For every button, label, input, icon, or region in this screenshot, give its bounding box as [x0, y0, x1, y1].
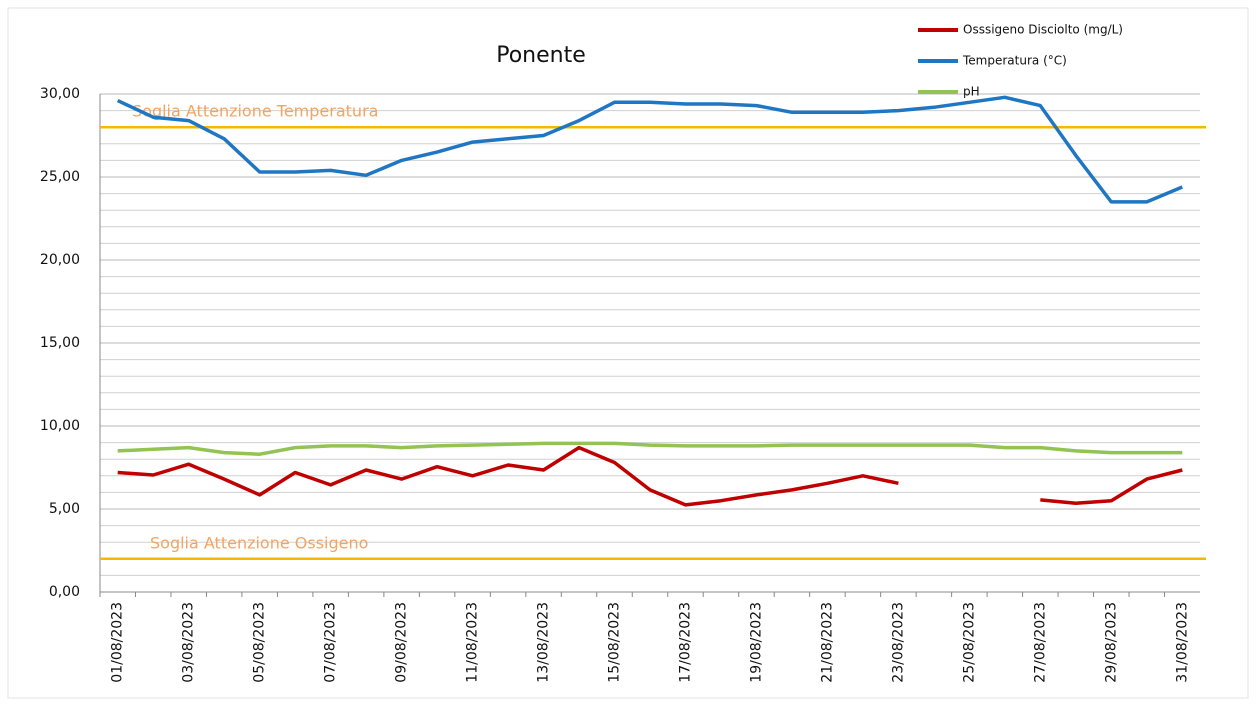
series-line [117, 445, 899, 507]
chart-frame [7, 7, 1249, 699]
x-tick-label: 31/08/2023 [1174, 602, 1190, 683]
x-tick-label: 01/08/2023 [110, 602, 126, 683]
chart-title: Ponente [496, 43, 586, 68]
x-tick-label: 05/08/2023 [252, 602, 268, 683]
series-line [117, 441, 1183, 456]
x-tick-label: 09/08/2023 [394, 602, 410, 683]
x-tick-label: 23/08/2023 [890, 602, 906, 683]
x-tick-label: 07/08/2023 [323, 602, 339, 683]
x-tick-label: 29/08/2023 [1103, 602, 1119, 683]
x-tick-label: 15/08/2023 [607, 602, 623, 683]
legend-label: Temperatura (°C) [962, 54, 1067, 68]
legend-label: Osssigeno Disciolto (mg/L) [963, 23, 1123, 37]
x-tick-label: 25/08/2023 [961, 602, 977, 683]
y-tick-label: 0,00 [49, 584, 80, 600]
y-tick-label: 10,00 [40, 418, 80, 434]
x-tick-label: 19/08/2023 [748, 602, 764, 683]
x-tick-label: 27/08/2023 [1032, 602, 1048, 683]
y-tick-label: 5,00 [49, 501, 80, 517]
y-tick-label: 30,00 [40, 86, 80, 102]
series-line [1040, 468, 1183, 505]
x-tick-label: 03/08/2023 [181, 602, 197, 683]
threshold-label: Soglia Attenzione Temperatura [132, 102, 378, 121]
threshold-label: Soglia Attenzione Ossigeno [150, 533, 368, 552]
x-tick-label: 11/08/2023 [465, 602, 481, 683]
y-tick-label: 25,00 [40, 169, 80, 185]
x-tick-label: 21/08/2023 [819, 602, 835, 683]
y-tick-label: 20,00 [40, 252, 80, 268]
series-line [116, 95, 1183, 204]
legend-label: pH [963, 85, 980, 99]
x-tick-label: 13/08/2023 [536, 602, 552, 683]
x-tick-label: 17/08/2023 [677, 602, 693, 683]
y-tick-label: 15,00 [40, 335, 80, 351]
